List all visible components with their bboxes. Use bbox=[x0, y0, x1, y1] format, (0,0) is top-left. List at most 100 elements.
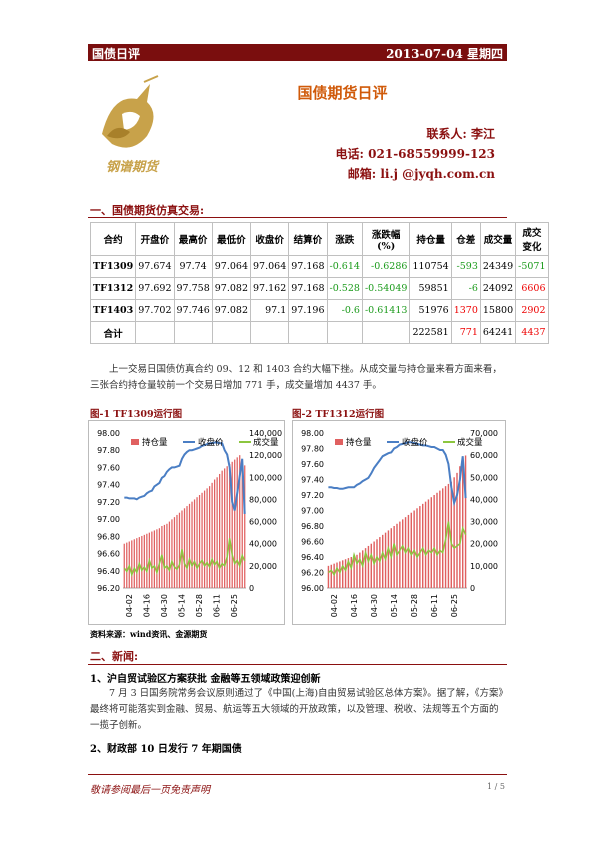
right-tick-label: 0 bbox=[249, 584, 254, 593]
legend-label-oi: 持仓量 bbox=[346, 437, 372, 448]
right-tick-label: 80,000 bbox=[249, 495, 277, 504]
bar-open-interest bbox=[464, 455, 467, 588]
table-cell: 2902 bbox=[515, 299, 549, 322]
table-cell: 97.082 bbox=[211, 277, 252, 300]
table-cell: 97.702 bbox=[135, 299, 175, 322]
bar-open-interest bbox=[168, 521, 171, 588]
bar-open-interest bbox=[236, 457, 238, 588]
bar-open-interest bbox=[439, 490, 441, 588]
table-cell: -6 bbox=[450, 277, 481, 300]
table-cell: 97.674 bbox=[135, 255, 175, 278]
line-close-price bbox=[124, 441, 246, 514]
x-tick-label: 04-30 bbox=[160, 594, 169, 617]
bar-open-interest bbox=[141, 535, 143, 588]
total-chg: 4437 bbox=[515, 321, 549, 344]
bar-open-interest bbox=[342, 560, 344, 588]
bar-open-interest bbox=[196, 497, 198, 588]
table-cell: 97.064 bbox=[211, 255, 252, 278]
table-cell: -593 bbox=[450, 255, 481, 278]
col-header: 成交变化 bbox=[515, 222, 549, 256]
bar-open-interest bbox=[359, 552, 361, 588]
figure-2-label: 图-2 TF1312运行图 bbox=[292, 409, 385, 420]
bar-open-interest bbox=[219, 473, 221, 588]
col-header: 最低价 bbox=[211, 222, 252, 256]
left-tick-label: 98.00 bbox=[301, 429, 324, 438]
right-tick-label: 50,000 bbox=[470, 473, 498, 482]
bar-open-interest bbox=[350, 557, 352, 588]
left-tick-label: 97.20 bbox=[301, 491, 324, 500]
left-tick-label: 97.00 bbox=[301, 507, 324, 516]
bar-open-interest bbox=[224, 468, 226, 588]
header-bar bbox=[88, 44, 507, 61]
legend-label-oi: 持仓量 bbox=[142, 437, 168, 448]
right-tick-label: 140,000 bbox=[249, 429, 282, 438]
bar-open-interest bbox=[433, 495, 435, 588]
bar-open-interest bbox=[462, 459, 464, 588]
table-cell: -0.614 bbox=[326, 255, 363, 278]
x-tick-label: 05-28 bbox=[195, 594, 204, 617]
bar-open-interest bbox=[376, 539, 378, 588]
chart-tf1309: 98.00 97.80 97.60 97.40 97.20 97.00 96.80 96.60… bbox=[88, 420, 285, 625]
col-header: 涨跌幅(%) bbox=[361, 222, 411, 256]
left-tick-label: 96.80 bbox=[301, 522, 324, 531]
section-rule bbox=[88, 217, 507, 218]
col-header: 持仓量 bbox=[409, 222, 452, 256]
table-cell: 97.746 bbox=[173, 299, 213, 322]
x-tick-label: 05-28 bbox=[410, 594, 419, 617]
table-cell: TF1312 bbox=[89, 277, 137, 300]
left-tick-label: 96.80 bbox=[97, 532, 120, 541]
bar-open-interest bbox=[459, 466, 461, 588]
contact-phone: 电话: 021-68559999-123 bbox=[335, 147, 495, 161]
footer-rule bbox=[88, 774, 507, 775]
news-1-body: 7 月 3 日国务院常务会议原则通过了《中国(上海)自由贸易试验区总体方案》。据… bbox=[90, 688, 504, 731]
bar-open-interest bbox=[387, 530, 390, 588]
legend-label-volume: 成交量 bbox=[253, 437, 279, 448]
total-vol: 64241 bbox=[479, 321, 517, 344]
total-label: 合计 bbox=[89, 321, 137, 344]
bar-open-interest bbox=[370, 543, 372, 588]
bar-open-interest bbox=[201, 492, 203, 588]
chart-tf1312: 98.00 97.80 97.60 97.40 97.20 97.00 96.80 96.60… bbox=[292, 420, 506, 625]
bar-open-interest bbox=[151, 531, 153, 588]
summary-paragraph: 上一交易日国债仿真合约 09、12 和 1403 合约大幅下挫。从成交量与持仓量… bbox=[90, 364, 502, 391]
news-1-title: 1、沪自贸试验区方案获批 金融等五领域政策迎创新 bbox=[90, 674, 321, 685]
logo-text: 钢谱期货 bbox=[105, 160, 158, 175]
bar-open-interest bbox=[450, 481, 452, 588]
bar-open-interest bbox=[173, 517, 176, 588]
table-cell: 97.162 bbox=[250, 277, 290, 300]
bar-open-interest bbox=[188, 503, 191, 588]
table-cell: 97.082 bbox=[211, 299, 252, 322]
section-rule bbox=[88, 664, 507, 665]
col-header: 最高价 bbox=[173, 222, 213, 256]
bar-open-interest bbox=[456, 472, 458, 588]
table-cell: 6606 bbox=[515, 277, 549, 300]
total-diff: 771 bbox=[450, 321, 481, 344]
table-cell bbox=[326, 321, 363, 344]
right-tick-label: 70,000 bbox=[470, 429, 498, 438]
bar-open-interest bbox=[213, 479, 216, 588]
table-cell bbox=[361, 321, 411, 344]
bar-open-interest bbox=[208, 486, 211, 588]
right-tick-label: 10,000 bbox=[470, 562, 498, 571]
table-cell bbox=[250, 321, 290, 344]
col-header: 收盘价 bbox=[250, 222, 290, 256]
figure-1-label: 图-1 TF1309运行图 bbox=[90, 409, 183, 420]
header-left: 国债日评 bbox=[92, 47, 141, 61]
col-header: 开盘价 bbox=[135, 222, 175, 256]
table-row: TF1403 97.702 97.746 97.082 97.1 97.196 … bbox=[89, 299, 549, 322]
bar-open-interest bbox=[347, 558, 350, 588]
table-cell: 24349 bbox=[479, 255, 517, 278]
right-tick-label: 120,000 bbox=[249, 451, 282, 460]
contact-email: 邮箱: li.j @jyqh.com.cn bbox=[347, 167, 495, 181]
bar-open-interest bbox=[171, 519, 173, 588]
legend-swatch-oi bbox=[131, 439, 139, 445]
bar-open-interest bbox=[131, 540, 133, 588]
col-header: 涨跌 bbox=[326, 222, 363, 256]
bar-open-interest bbox=[327, 565, 330, 588]
bar-open-interest bbox=[166, 523, 168, 588]
table-header-row: 合约 开盘价 最高价 最低价 收盘价 结算价 涨跌 涨跌幅(%) 持仓量 仓差 … bbox=[89, 222, 549, 256]
bar-open-interest bbox=[143, 534, 145, 588]
x-tick-label: 04-16 bbox=[350, 594, 359, 617]
bar-open-interest bbox=[402, 519, 404, 588]
bar-open-interest bbox=[244, 465, 246, 588]
